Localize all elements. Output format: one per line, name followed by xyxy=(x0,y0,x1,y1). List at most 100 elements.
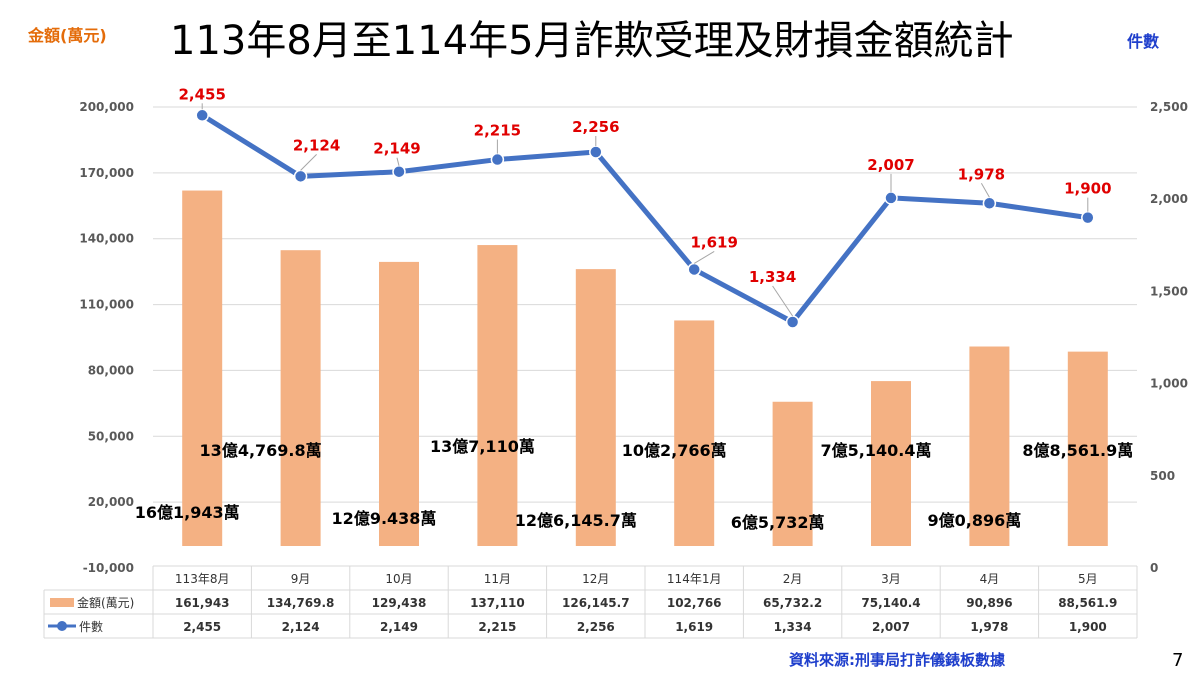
count-point xyxy=(884,191,898,205)
y-left-tick-label: 140,000 xyxy=(79,232,134,246)
point-leader-line xyxy=(980,183,990,198)
table-cell-count: 1,619 xyxy=(675,620,713,634)
count-point xyxy=(589,145,603,159)
bar-amount xyxy=(674,320,715,546)
bar-data-label: 12億9.438萬 xyxy=(332,509,437,528)
bar-amount xyxy=(1067,351,1108,546)
bar-data-label: 7億5,140.4萬 xyxy=(821,441,932,460)
bar-data-label: 10億2,766萬 xyxy=(622,441,727,460)
count-point xyxy=(785,315,800,329)
bar-data-label: 8億8,561.9萬 xyxy=(1022,441,1133,460)
y-left-tick-label: -10,000 xyxy=(83,561,134,575)
count-point xyxy=(1081,210,1095,225)
legend-line-marker xyxy=(57,621,67,631)
table-cell-amount: 102,766 xyxy=(667,596,722,610)
bar-amount xyxy=(280,250,321,547)
x-category-label: 113年8月 xyxy=(175,572,230,586)
count-data-label: 2,124 xyxy=(293,136,340,154)
x-category-label: 4月 xyxy=(980,572,1000,586)
table-cell-count: 2,149 xyxy=(380,620,418,634)
data-source-note: 資料來源:刑事局打詐儀錶板數據 xyxy=(789,651,1006,669)
bar-amount xyxy=(772,401,813,546)
table-cell-amount: 129,438 xyxy=(372,596,427,610)
y-left-tick-label: 200,000 xyxy=(79,100,134,114)
left-axis-unit-label: 金額(萬元) xyxy=(28,26,107,45)
count-data-label: 2,007 xyxy=(867,156,914,174)
count-point xyxy=(195,108,209,123)
bar-data-label: 12億6,145.7萬 xyxy=(515,511,637,530)
bar-data-label: 16億1,943萬 xyxy=(135,503,240,522)
count-line xyxy=(200,113,1089,325)
x-category-label: 11月 xyxy=(484,572,511,586)
count-data-label: 2,215 xyxy=(474,122,521,140)
chart-title: 113年8月至114年5月詐欺受理及財損金額統計 xyxy=(170,18,1014,64)
count-data-label: 2,256 xyxy=(572,118,619,136)
y-right-tick-label: 1,000 xyxy=(1150,377,1188,391)
table-cell-count: 2,215 xyxy=(478,620,516,634)
count-data-label: 2,149 xyxy=(373,140,420,158)
table-cell-amount: 90,896 xyxy=(966,596,1012,610)
point-leader-line xyxy=(396,157,400,166)
x-category-label: 9月 xyxy=(291,572,311,586)
page-number: 7 xyxy=(1172,650,1184,671)
x-category-label: 3月 xyxy=(881,572,901,586)
bar-amount xyxy=(182,190,223,546)
table-cell-amount: 88,561.9 xyxy=(1058,596,1117,610)
table-cell-count: 1,900 xyxy=(1069,620,1107,634)
x-category-label: 12月 xyxy=(582,572,609,586)
legend-bar-label: 金額(萬元) xyxy=(77,595,134,610)
y-right-tick-label: 500 xyxy=(1150,469,1175,483)
bar-amount xyxy=(871,381,911,546)
count-point xyxy=(687,262,701,277)
count-data-label: 2,455 xyxy=(178,85,225,103)
legend-bar-swatch xyxy=(50,598,74,607)
y-left-tick-label: 170,000 xyxy=(79,166,134,180)
count-point xyxy=(982,196,997,211)
table-cell-count: 2,256 xyxy=(577,620,615,634)
point-leader-line xyxy=(693,251,715,264)
bar-data-label: 6億5,732萬 xyxy=(731,513,825,532)
count-data-label: 1,978 xyxy=(958,165,1005,183)
y-right-tick-label: 2,500 xyxy=(1150,100,1188,114)
y-right-tick-label: 1,500 xyxy=(1150,284,1188,298)
table-cell-amount: 75,140.4 xyxy=(861,596,920,610)
y-left-tick-label: 50,000 xyxy=(88,429,134,443)
count-point xyxy=(293,169,308,184)
x-category-label: 10月 xyxy=(385,572,412,586)
right-axis-unit-label: 件數 xyxy=(1127,32,1160,51)
count-data-label: 1,619 xyxy=(690,233,737,251)
y-left-tick-label: 80,000 xyxy=(88,363,134,377)
y-right-tick-label: 0 xyxy=(1150,561,1158,575)
table-cell-count: 2,007 xyxy=(872,620,910,634)
count-data-label: 1,900 xyxy=(1064,180,1111,198)
bar-data-label: 9億0,896萬 xyxy=(928,511,1022,530)
table-cell-amount: 134,769.8 xyxy=(267,596,335,610)
x-category-label: 114年1月 xyxy=(667,572,722,586)
legend-line-label: 件數 xyxy=(79,620,103,634)
bar-amount xyxy=(575,269,616,546)
table-cell-amount: 137,110 xyxy=(470,596,525,610)
table-cell-amount: 161,943 xyxy=(175,596,230,610)
count-point xyxy=(392,164,406,179)
bar-amount xyxy=(969,346,1010,546)
bar-data-label: 13億7,110萬 xyxy=(430,437,535,456)
table-cell-amount: 65,732.2 xyxy=(763,596,822,610)
table-cell-amount: 126,145.7 xyxy=(562,596,630,610)
bar-amount xyxy=(379,261,419,546)
bar-data-label: 13億4,769.8萬 xyxy=(200,441,322,460)
count-point xyxy=(490,152,505,167)
y-left-tick-label: 110,000 xyxy=(79,298,134,312)
point-leader-line xyxy=(300,153,317,171)
bar-amount xyxy=(477,245,518,546)
y-right-tick-label: 2,000 xyxy=(1150,192,1188,206)
count-data-label: 1,334 xyxy=(749,268,796,286)
table-cell-count: 1,978 xyxy=(970,620,1008,634)
x-category-label: 2月 xyxy=(783,572,803,586)
y-left-tick-label: 20,000 xyxy=(88,495,134,509)
x-category-label: 5月 xyxy=(1078,572,1098,586)
table-cell-count: 2,124 xyxy=(282,620,320,634)
table-cell-count: 1,334 xyxy=(774,620,812,634)
table-cell-count: 2,455 xyxy=(183,620,221,634)
point-leader-line xyxy=(772,285,794,317)
